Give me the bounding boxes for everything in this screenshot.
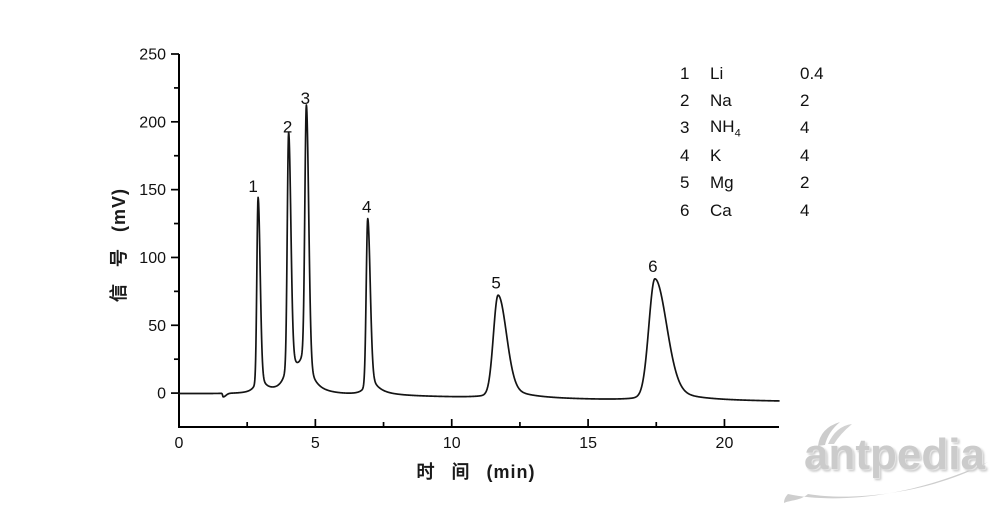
legend-row: 1 Li 0.4	[680, 60, 860, 87]
x-tick-label: 10	[443, 435, 461, 452]
y-tick-label: 250	[139, 47, 166, 64]
x-tick-label: 20	[716, 435, 734, 452]
y-axis-title: 信 号 (mV)	[109, 187, 129, 303]
legend-peak-number: 2	[680, 91, 690, 111]
legend-ion: Li	[710, 63, 724, 83]
legend-concentration: 2	[800, 91, 810, 111]
legend-row: 2 Na 2	[680, 87, 860, 114]
legend-row: 3 NH4 4	[680, 115, 860, 142]
legend-peak-number: 3	[680, 118, 690, 138]
legend-concentration: 2	[800, 173, 810, 193]
legend-ion: Mg	[710, 173, 734, 193]
y-tick-label: 150	[139, 182, 166, 199]
y-tick-label: 200	[139, 114, 166, 131]
peak-label: 3	[301, 89, 310, 108]
y-tick-label: 100	[139, 250, 166, 267]
x-axis-title: 时 间 (min)	[416, 462, 536, 482]
peak-label: 5	[491, 273, 500, 292]
x-tick-label: 5	[311, 435, 320, 452]
legend-peak-number: 5	[680, 173, 690, 193]
y-tick-label: 0	[157, 386, 166, 403]
x-tick-label: 0	[175, 435, 184, 452]
legend-peak-number: 4	[680, 145, 690, 165]
legend-ion: NH4	[710, 117, 741, 140]
legend-ion: K	[710, 145, 722, 165]
legend-ion: Ca	[710, 200, 732, 220]
peak-label: 1	[248, 177, 257, 196]
legend-concentration: 4	[800, 118, 810, 138]
peak-label: 4	[362, 197, 371, 216]
x-tick-label: 15	[579, 435, 597, 452]
legend-peak-number: 6	[680, 200, 690, 220]
legend-row: 5 Mg 2	[680, 170, 860, 197]
peak-label: 6	[648, 257, 657, 276]
legend-concentration: 0.4	[800, 63, 824, 83]
antpedia-watermark: antpedia	[760, 408, 1000, 513]
legend-peak-number: 1	[680, 63, 690, 83]
axis-ticks	[171, 53, 726, 427]
peak-legend: 1 Li 0.4 2 Na 2 3 NH4 4 4 K 4 5 Mg 2 6 Ca 4	[680, 60, 860, 224]
watermark-swoosh-icon	[784, 422, 988, 503]
legend-ion: Na	[710, 91, 732, 111]
legend-concentration: 4	[800, 200, 810, 220]
legend-row: 6 Ca 4	[680, 197, 860, 224]
legend-concentration: 4	[800, 145, 810, 165]
y-tick-label: 50	[148, 318, 166, 335]
watermark-text: antpedia	[804, 430, 985, 479]
peak-label: 2	[283, 117, 292, 136]
signal-trace	[178, 104, 780, 402]
